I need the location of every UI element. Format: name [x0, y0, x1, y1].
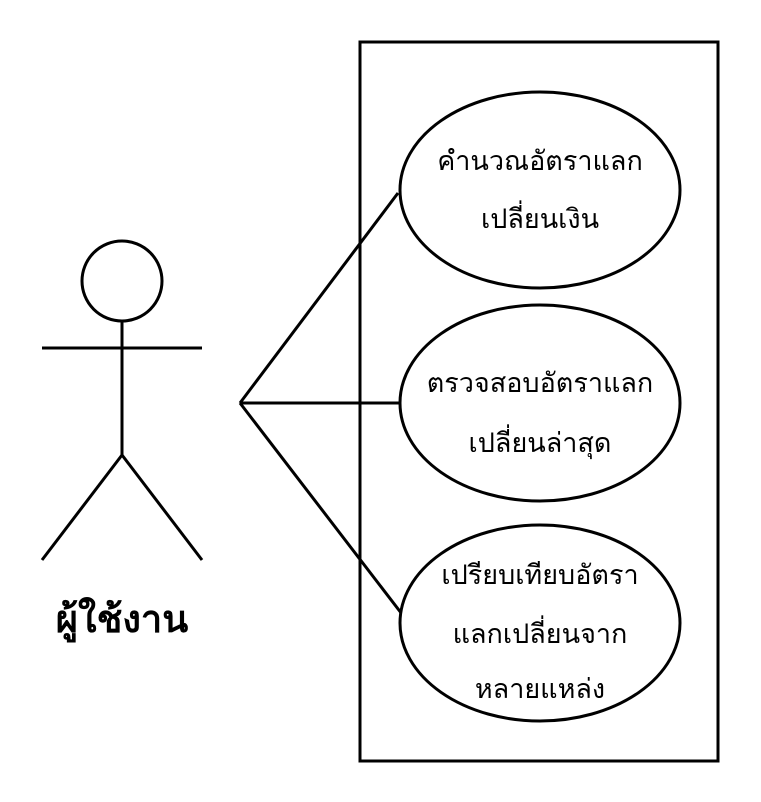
association-line-3 — [238, 402, 407, 619]
use-case-1[interactable]: คำนวณอัตราแลก เปลี่ยนเงิน — [398, 90, 682, 290]
use-case-label-line: ตรวจสอบอัตราแลก — [427, 368, 654, 399]
use-case-label-line: คำนวณอัตราแลก — [437, 146, 643, 177]
association-line-1 — [238, 192, 400, 404]
actor-figure — [40, 239, 204, 561]
use-case-2[interactable]: ตรวจสอบอัตราแลก เปลี่ยนล่าสุด — [398, 303, 682, 503]
use-case-label-line: หลายแหล่ง — [475, 674, 605, 705]
use-case-label-line: เปลี่ยนเงิน — [481, 200, 599, 235]
actor-right-leg — [120, 454, 204, 561]
use-case-label-line: เปรียบเทียบอัตรา — [441, 560, 638, 591]
use-case-ellipse — [398, 303, 682, 503]
actor-head — [80, 239, 164, 323]
use-case-ellipse — [398, 523, 682, 723]
associations — [238, 192, 407, 619]
actor-left-leg — [40, 454, 124, 561]
use-case-ellipse — [398, 90, 682, 290]
use-case-3[interactable]: เปรียบเทียบอัตรา แลกเปลี่ยนจาก หลายแหล่ง — [398, 523, 682, 723]
use-case-label-line: เปลี่ยนล่าสุด — [469, 424, 612, 460]
actor-label: ผู้ใช้งาน — [56, 597, 189, 643]
use-case-label-line: แลกเปลี่ยนจาก — [453, 615, 628, 650]
